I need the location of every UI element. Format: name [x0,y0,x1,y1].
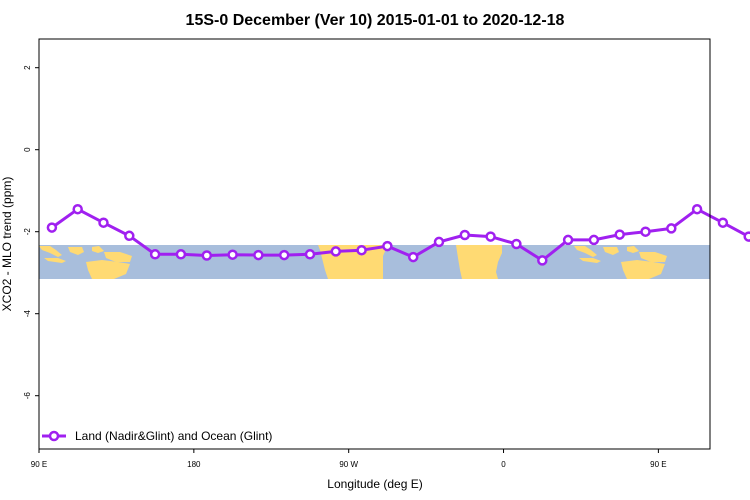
data-point [46,222,58,233]
map-land-indonesia-right [574,246,667,279]
x-tick-label: 90 E [31,460,47,469]
x-tick-label: 90 E [650,460,666,469]
data-point [149,249,161,260]
x-axis-label: Longitude (deg E) [327,477,422,491]
y-tick-label: 2 [23,65,32,70]
x-tick-label: 180 [187,460,201,469]
data-point [72,203,83,215]
data-point [691,203,703,215]
data-point [330,246,342,257]
data-point [407,251,419,263]
y-axis-label: XCO2 - MLO trend (ppm) [0,177,14,312]
data-point [717,217,729,228]
x-tick-label: 0 [501,460,506,469]
data-point [175,249,187,260]
data-point [98,217,109,228]
legend: Land (Nadir&Glint) and Ocean (Glint) [42,429,272,443]
y-tick-label: 0 [23,147,32,152]
x-tick-label: 90 W [339,460,358,469]
data-point [278,249,290,261]
data-point [511,238,522,250]
data-point [640,226,651,237]
data-point [304,249,316,260]
background-map [39,245,710,279]
plot-frame [38,38,711,450]
data-point [666,223,677,234]
series-layer [46,203,750,266]
y-tick-label: -4 [23,310,32,318]
data-point [382,240,393,252]
y-tick-label: -6 [23,392,32,400]
y-tick-label: -2 [23,228,32,236]
data-point [743,231,750,242]
map-land-south-america [456,245,502,279]
data-point [459,229,471,241]
data-point [433,236,445,248]
legend-marker-swatch [48,430,60,442]
data-point [201,250,213,261]
legend-label: Land (Nadir&Glint) and Ocean (Glint) [75,429,272,443]
data-point [124,230,135,242]
data-point [485,231,496,242]
data-point [588,234,600,246]
data-point [356,244,367,256]
y-axis: 2 0 -2 -4 -6 [23,65,39,399]
chart-title: 15S-0 December (Ver 10) 2015-01-01 to 20… [186,12,565,29]
data-point [537,255,548,266]
data-point [253,249,264,261]
data-point [562,234,574,246]
data-point [614,229,625,240]
map-land-indonesia-left [39,246,132,279]
data-point [227,249,238,260]
